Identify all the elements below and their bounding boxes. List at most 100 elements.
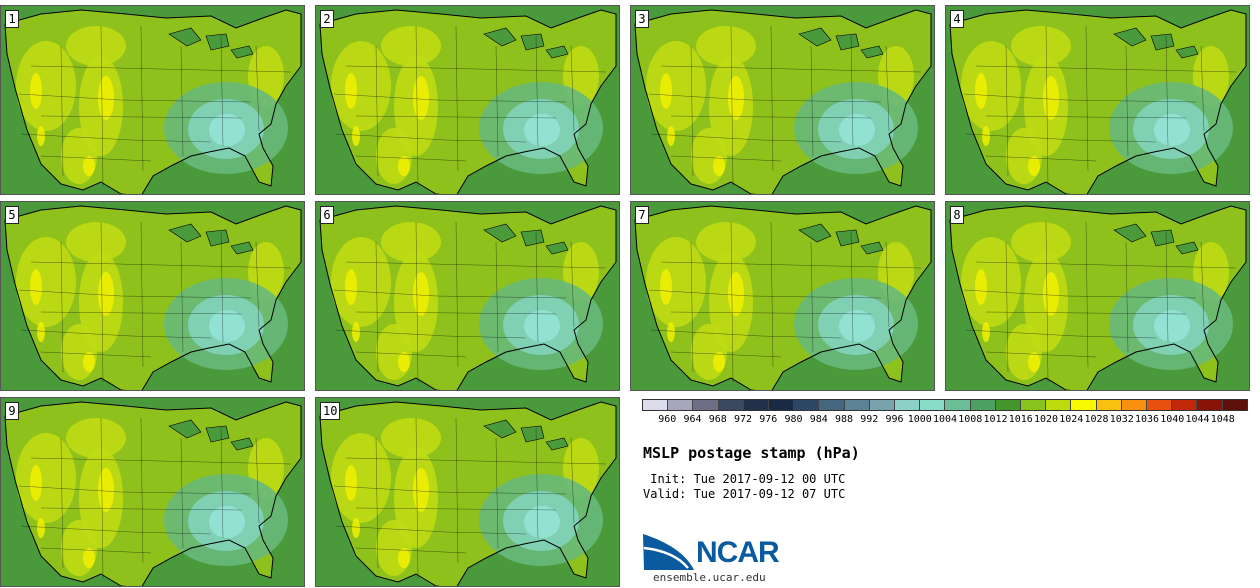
coastline — [4, 205, 302, 390]
state-boundary — [455, 417, 459, 564]
colorbar-swatch — [1096, 400, 1122, 410]
member-label: 8 — [950, 206, 964, 224]
colorbar-tick-label: 1008 — [958, 414, 983, 425]
high-pressure-zone — [961, 41, 1021, 131]
low-pressure-system — [164, 82, 288, 174]
pressure-peak — [398, 156, 410, 176]
state-boundary — [140, 221, 144, 368]
plot-title: MSLP postage stamp (hPa) — [643, 444, 860, 462]
high-pressure-zone — [66, 26, 126, 66]
state-boundary — [730, 221, 734, 383]
high-pressure-areas — [646, 26, 914, 184]
state-boundary — [355, 507, 557, 511]
great-lake — [835, 33, 860, 51]
colorbar-swatch — [945, 400, 971, 410]
high-pressure-zone — [331, 41, 391, 131]
init-time: Init: Tue 2017-09-12 00 UTC — [643, 472, 846, 486]
pressure-peak — [345, 465, 357, 501]
pressure-peak — [83, 548, 95, 568]
member-label: 10 — [320, 402, 341, 420]
colorbar-swatch — [1046, 400, 1072, 410]
colorbar-tick-label: 960 — [658, 414, 677, 425]
ncar-logo: NCAR ensemble.ucar.edu — [642, 530, 802, 588]
pressure-peak — [98, 76, 114, 120]
state-boundary — [1005, 45, 1009, 177]
state-boundary — [660, 261, 922, 269]
high-pressure-zone — [1011, 26, 1071, 66]
state-boundary — [1125, 241, 1129, 353]
state-boundary — [535, 231, 539, 343]
state-boundary — [18, 289, 252, 299]
high-pressure-zone — [331, 433, 391, 523]
state-boundary — [1165, 35, 1169, 147]
high-pressure-areas — [646, 222, 914, 380]
member-label: 9 — [5, 402, 19, 420]
pressure-peak — [975, 73, 987, 109]
state-boundary — [30, 261, 292, 269]
state-boundary — [975, 65, 1237, 73]
low-pressure-center — [524, 114, 560, 146]
great-lake — [483, 223, 517, 243]
great-lake — [520, 229, 545, 247]
great-lake — [205, 33, 230, 51]
coastline — [949, 205, 1247, 390]
great-lake — [835, 229, 860, 247]
ensemble-map-panel-8: 8 — [945, 201, 1250, 391]
member-label: 2 — [320, 10, 334, 28]
state-boundary — [180, 437, 184, 549]
state-boundary — [355, 155, 467, 162]
pressure-peak — [352, 518, 360, 538]
state-boundary — [670, 351, 782, 358]
low-pressure-center — [209, 310, 245, 342]
state-boundary — [40, 311, 242, 315]
valid-time: Valid: Tue 2017-09-12 07 UTC — [643, 487, 846, 501]
state-boundary — [180, 45, 184, 157]
colorbar-tick-label: 992 — [860, 414, 879, 425]
state-boundary — [690, 45, 694, 177]
state-boundary — [1005, 241, 1009, 373]
state-boundary — [535, 427, 539, 539]
state-boundary — [40, 351, 152, 358]
state-boundary — [1165, 231, 1169, 343]
great-lake — [798, 27, 832, 47]
state-boundary — [1125, 45, 1129, 157]
state-boundary — [415, 25, 419, 187]
ensemble-map-panel-7: 7 — [630, 201, 935, 391]
colorbar-swatch — [819, 400, 845, 410]
state-boundary — [100, 25, 104, 187]
colorbar-tick-label: 980 — [784, 414, 803, 425]
ncar-swoosh-icon — [643, 534, 694, 570]
coastline — [634, 9, 932, 194]
state-boundary — [180, 241, 184, 353]
colorbar-swatch — [769, 400, 795, 410]
great-lake — [520, 425, 545, 443]
state-boundary — [455, 25, 459, 172]
mslp-map — [946, 202, 1249, 390]
colorbar-legend: 960 964 968 972 976 980 984 988 992 996 1000 1004 10… — [642, 399, 1248, 427]
colorbar-tick-label: 984 — [809, 414, 828, 425]
colorbar-tick-label: 1044 — [1185, 414, 1210, 425]
great-lake — [230, 437, 254, 451]
colorbar-swatch — [668, 400, 694, 410]
colorbar-tick-label: 968 — [708, 414, 727, 425]
state-boundary — [255, 241, 260, 328]
colorbar-tick-label: 964 — [683, 414, 702, 425]
state-boundary — [810, 241, 814, 353]
colorbar-swatch — [643, 400, 669, 410]
pressure-peak — [30, 465, 42, 501]
pressure-peak — [713, 352, 725, 372]
high-pressure-zone — [66, 222, 126, 262]
state-boundary — [375, 45, 379, 177]
great-lake — [1175, 45, 1199, 59]
coastline — [949, 9, 1247, 194]
great-lake — [1150, 229, 1175, 247]
state-boundary — [570, 241, 575, 328]
great-lake — [860, 241, 884, 255]
mslp-map — [316, 202, 619, 390]
state-boundary — [100, 221, 104, 383]
low-pressure-system — [479, 278, 603, 370]
state-boundary — [140, 417, 144, 564]
colorbar-swatch — [1021, 400, 1047, 410]
colorbar-tick-label: 996 — [885, 414, 904, 425]
mslp-map — [316, 6, 619, 194]
